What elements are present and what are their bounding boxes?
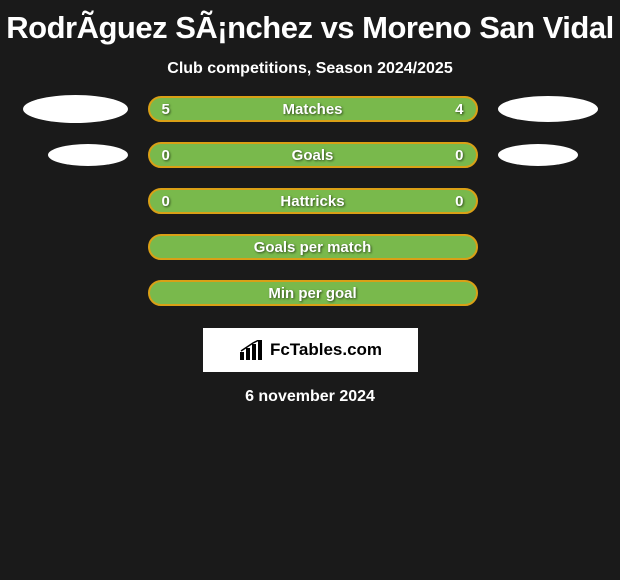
left-value: 0 <box>162 147 170 164</box>
left-ellipse <box>48 144 128 166</box>
left-value: 0 <box>162 193 170 210</box>
stat-label: Min per goal <box>268 285 356 302</box>
logo-box[interactable]: FcTables.com <box>203 328 418 372</box>
stat-row: 5 Matches 4 <box>0 96 620 122</box>
stat-row: 0 Hattricks 0 <box>0 188 620 214</box>
date-label: 6 november 2024 <box>245 388 375 406</box>
left-value: 5 <box>162 101 170 118</box>
bar-chart-icon <box>238 340 266 360</box>
stat-label: Goals per match <box>254 239 372 256</box>
stat-bar: Min per goal <box>148 280 478 306</box>
stat-bar: 0 Goals 0 <box>148 142 478 168</box>
stat-label: Matches <box>282 101 342 118</box>
stat-bar: Goals per match <box>148 234 478 260</box>
logo-text: FcTables.com <box>270 340 382 360</box>
right-value: 4 <box>455 101 463 118</box>
comparison-subtitle: Club competitions, Season 2024/2025 <box>167 60 452 78</box>
right-ellipse <box>498 96 598 122</box>
stats-rows: 5 Matches 4 0 Goals 0 0 Hattricks 0 Goals per mat… <box>0 96 620 306</box>
stat-label: Goals <box>292 147 334 164</box>
stat-row: 0 Goals 0 <box>0 142 620 168</box>
stat-label: Hattricks <box>280 193 344 210</box>
stat-bar: 0 Hattricks 0 <box>148 188 478 214</box>
right-value: 0 <box>455 147 463 164</box>
stat-row: Min per goal <box>0 280 620 306</box>
stat-row: Goals per match <box>0 234 620 260</box>
stat-bar: 5 Matches 4 <box>148 96 478 122</box>
comparison-title: RodrÃ­guez SÃ¡nchez vs Moreno San Vidal <box>6 10 613 46</box>
right-ellipse <box>498 144 578 166</box>
left-ellipse <box>23 95 128 123</box>
right-value: 0 <box>455 193 463 210</box>
